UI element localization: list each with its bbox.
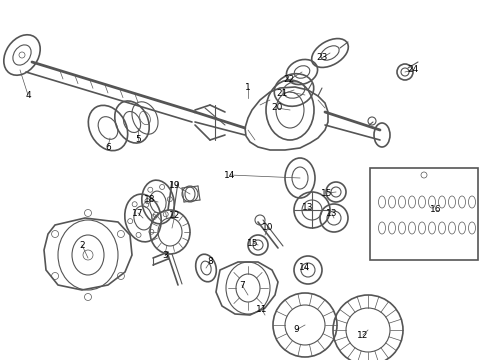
Text: 21: 21 [276,90,288,99]
Text: 16: 16 [430,206,442,215]
Text: 23: 23 [317,54,328,63]
Text: 7: 7 [239,280,245,289]
Text: 15: 15 [247,238,259,248]
Text: 12: 12 [357,330,368,339]
Text: 2: 2 [79,240,85,249]
Text: 14: 14 [299,262,311,271]
Text: 6: 6 [105,143,111,152]
Text: 24: 24 [407,66,418,75]
Text: 11: 11 [256,306,268,315]
Text: 12: 12 [170,211,181,220]
Text: 13: 13 [326,210,338,219]
Text: 17: 17 [132,208,144,217]
Text: 3: 3 [162,251,168,260]
Text: 19: 19 [169,180,181,189]
Text: 14: 14 [224,171,236,180]
Text: 18: 18 [144,195,156,204]
Text: 4: 4 [25,90,31,99]
Bar [370,168,478,260]
Text: 13: 13 [302,203,314,212]
Text: 15: 15 [321,189,333,198]
Text: 5: 5 [135,135,141,144]
Text: 8: 8 [207,257,213,266]
Text: 10: 10 [262,224,274,233]
Text: 22: 22 [283,76,294,85]
Text: 9: 9 [293,325,299,334]
Text: 20: 20 [271,104,283,112]
Text: 1: 1 [245,84,251,93]
